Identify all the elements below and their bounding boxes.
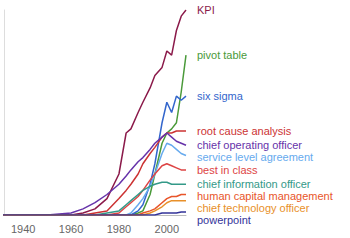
- svg-text:human capital management: human capital management: [197, 190, 333, 202]
- svg-text:KPI: KPI: [197, 4, 215, 16]
- svg-text:chief operating officer: chief operating officer: [197, 139, 302, 151]
- svg-text:chief information officer: chief information officer: [197, 178, 311, 190]
- svg-text:pivot table: pivot table: [197, 49, 247, 61]
- svg-text:chief technology officer: chief technology officer: [197, 202, 310, 214]
- svg-text:powerpoint: powerpoint: [197, 214, 251, 226]
- svg-text:six sigma: six sigma: [197, 90, 244, 102]
- svg-text:service level agreement: service level agreement: [197, 151, 313, 163]
- svg-text:1940: 1940: [11, 223, 35, 235]
- svg-text:root cause analysis: root cause analysis: [197, 125, 292, 137]
- svg-text:best in class: best in class: [197, 164, 258, 176]
- svg-text:1980: 1980: [107, 223, 131, 235]
- svg-text:1960: 1960: [59, 223, 83, 235]
- svg-text:2000: 2000: [155, 223, 179, 235]
